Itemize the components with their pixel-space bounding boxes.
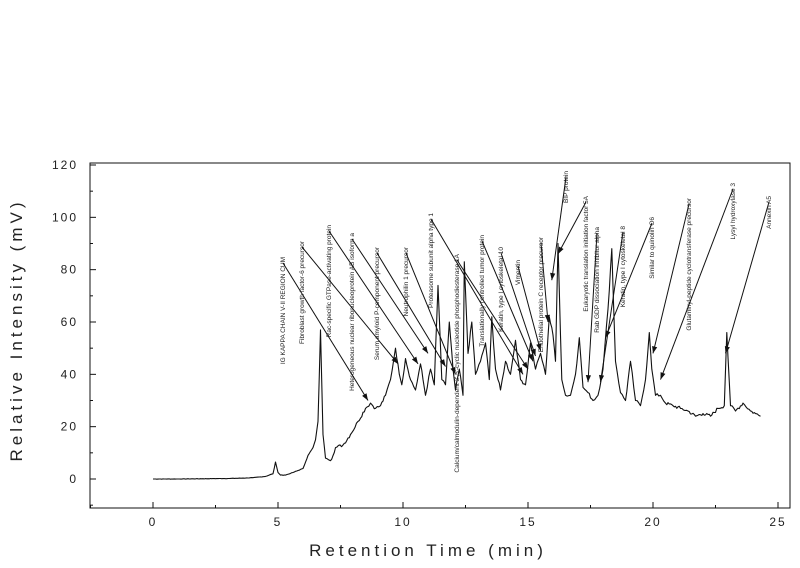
x-tick-label: 15 <box>519 515 536 529</box>
peak-label: IG KAPPA CHAIN V-II REGION CUM <box>280 257 287 364</box>
peak-label: Proteasome subunit alpha type 1 <box>428 213 435 308</box>
x-tick-label: 5 <box>274 515 283 529</box>
y-tick-label: 0 <box>69 472 78 486</box>
y-tick-label: 20 <box>61 420 78 434</box>
peak-arrow-line <box>301 246 399 365</box>
peak-label: Keratin, type I cytoskeletal 10 <box>498 247 505 332</box>
x-tick-label: 0 <box>149 515 158 529</box>
peak-arrow-line <box>517 265 541 351</box>
peak-label: Glutaminyl-peptide cyclotransferase prec… <box>686 197 693 330</box>
peak-arrow-line <box>540 242 549 323</box>
peak-label: Similar to quinolin O6 <box>649 217 656 279</box>
x-tick-label: 25 <box>769 515 786 529</box>
peak-arrowhead <box>450 366 456 375</box>
peak-arrow-line <box>405 252 456 375</box>
x-axis-ticks: 0 5 10 15 20 25 <box>90 502 786 529</box>
x-axis-title: Retention Time (min) <box>309 541 547 560</box>
peak-label: Rab GDP dissociation inhibitor alpha <box>594 227 601 333</box>
y-tick-label: 80 <box>61 263 78 277</box>
peak-label: Vimentin <box>515 260 522 286</box>
peak-arrowhead <box>517 367 523 375</box>
peak-annotations: IG KAPPA CHAIN V-II REGION CUM Fibroblast… <box>280 171 773 473</box>
peak-arrow-line <box>351 238 429 354</box>
peak-arrowhead <box>585 375 591 383</box>
peak-label: Annexin A5 <box>766 196 773 229</box>
peak-arrow-line <box>605 222 653 338</box>
peak-label: Keratin, type I cytoskeletal 8 <box>620 226 627 308</box>
peak-label: Eukaryotic translation initiation factor… <box>583 195 590 311</box>
peak-arrowhead <box>550 272 556 281</box>
peak-arrow-line <box>725 201 770 354</box>
y-tick-label: 40 <box>61 367 78 381</box>
peak-arrow-line <box>430 218 524 375</box>
x-tick-label: 10 <box>394 515 411 529</box>
peak-arrowhead <box>536 343 542 351</box>
peak-label: BIP protein <box>563 171 570 203</box>
peak-label: Translationally controlled tumor protein <box>479 235 486 347</box>
peak-arrow-line <box>456 259 529 370</box>
peak-label: Neutrophilin 1 precursor <box>403 246 410 316</box>
peak-arrowhead <box>599 374 605 383</box>
peak-arrowhead <box>605 330 611 338</box>
peak-arrowhead <box>652 346 658 354</box>
peak-label: Lysyl hydroxylase 3 <box>730 183 737 240</box>
peak-arrowhead <box>724 346 730 354</box>
peak-arrowhead <box>411 356 418 364</box>
peak-arrowhead <box>544 314 550 322</box>
x-tick-label: 20 <box>644 515 661 529</box>
peak-arrowhead <box>530 348 536 356</box>
peak-label: Endothelial protein C receptor precursor <box>538 236 545 352</box>
peak-label: Serum amyloid P-component precursor <box>374 246 381 360</box>
peak-arrow-line <box>600 231 624 383</box>
y-tick-label: 100 <box>52 210 78 224</box>
y-tick-label: 60 <box>61 315 78 329</box>
peak-arrowhead <box>391 356 398 364</box>
peak-arrow-line <box>282 262 369 401</box>
peak-arrowhead <box>660 372 666 380</box>
peak-arrow-line <box>587 232 598 383</box>
peak-label: Calcium/calmodulin-dependent 3',5'-cycli… <box>454 253 461 472</box>
peak-arrowhead <box>439 359 446 367</box>
peak-label: Rac-specific GTPase-activating protein <box>326 225 333 338</box>
peak-arrow-line <box>500 252 536 357</box>
peak-arrow-line <box>376 252 446 367</box>
peak-arrow-line <box>481 240 534 362</box>
chromatogram-trace <box>153 242 761 480</box>
peak-arrowhead <box>522 361 528 370</box>
peak-arrowhead <box>558 246 564 254</box>
peak-arrowhead <box>422 346 428 354</box>
y-axis-ticks: 0 20 40 60 80 100 120 <box>52 158 96 506</box>
peak-arrow-line <box>660 188 734 380</box>
peak-arrow-line <box>652 203 690 354</box>
plot-frame <box>89 162 791 509</box>
peak-arrow-line <box>557 201 587 255</box>
peak-label: Heterogeneous nuclear ribonucleoprotein … <box>349 233 356 391</box>
y-tick-label: 120 <box>52 158 78 172</box>
peak-arrow-line <box>328 230 419 365</box>
peak-arrow-line <box>551 176 567 281</box>
peak-arrowhead <box>527 353 533 362</box>
peak-arrowhead <box>362 393 368 401</box>
peak-label: Fibroblast growth factor-6 precursor <box>299 240 306 344</box>
y-axis-title: Relative Intensity (mV) <box>7 199 26 462</box>
